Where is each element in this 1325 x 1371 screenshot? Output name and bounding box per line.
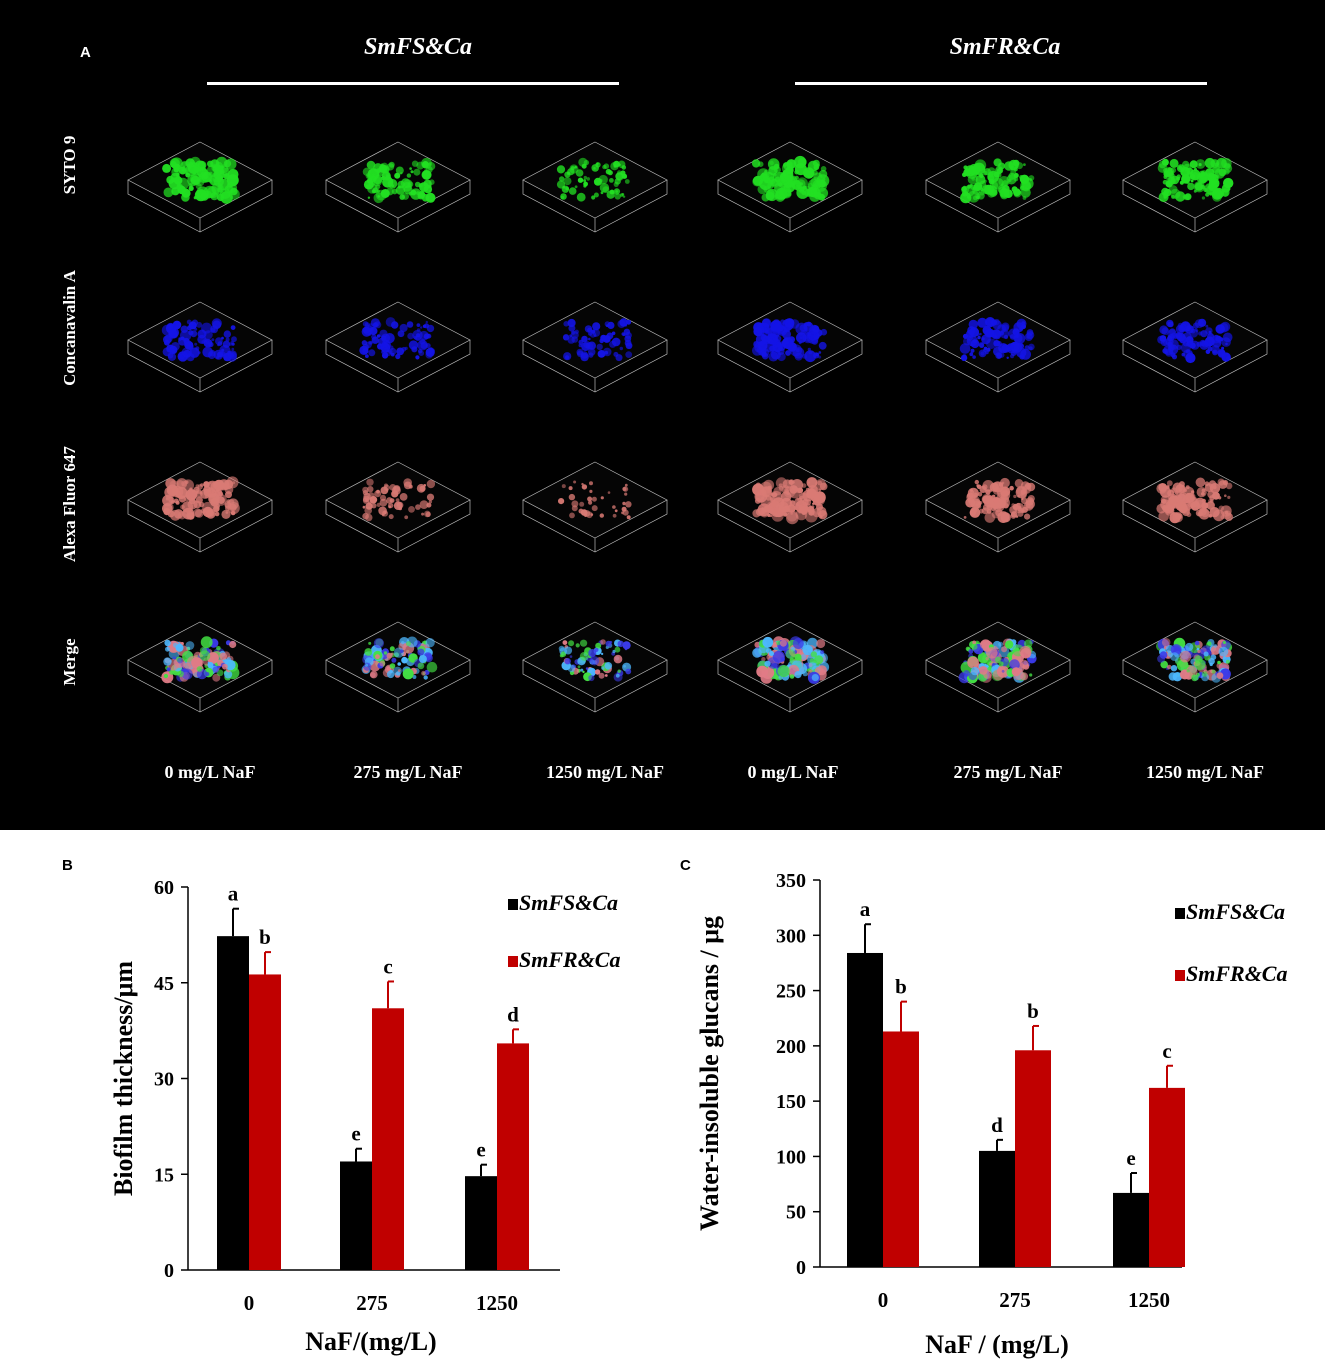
panel-a: A SmFS&Ca SmFR&Ca SYTO 9 Concanavalin A … — [0, 0, 1325, 830]
legend-swatch — [508, 899, 518, 910]
bar-SmFS&Ca-0 — [217, 936, 249, 1270]
y-axis-label: Water-insoluble glucans / μg — [695, 916, 724, 1231]
biofilm-image-1-5 — [1122, 301, 1268, 393]
x-axis-label: NaF / (mg/L) — [925, 1330, 1068, 1359]
col-label-smfr-0: 0 mg/L NaF — [747, 762, 839, 782]
col-label-smfs-0: 0 mg/L NaF — [164, 762, 256, 782]
x-tick-label: 0 — [878, 1288, 889, 1312]
bar-SmFS&Ca-1250 — [1113, 1192, 1149, 1267]
x-tick-label: 0 — [244, 1291, 255, 1315]
bar-SmFR&Ca-1250 — [1149, 1087, 1185, 1267]
significance-label: c — [1162, 1039, 1171, 1063]
y-tick-label: 45 — [154, 973, 174, 995]
col-label-smfs-275: 275 mg/L NaF — [353, 762, 463, 782]
x-axis-label: NaF/(mg/L) — [305, 1327, 436, 1356]
significance-label: e — [476, 1138, 485, 1162]
significance-label: a — [860, 897, 871, 921]
group-title-smfr: SmFR&Ca — [949, 34, 1061, 60]
y-tick-label: 15 — [154, 1164, 174, 1186]
significance-label: d — [991, 1113, 1003, 1137]
biofilm-image-3-0 — [127, 621, 273, 713]
x-tick-label: 275 — [999, 1288, 1031, 1312]
x-tick-label: 1250 — [476, 1291, 518, 1315]
significance-label: a — [228, 882, 239, 906]
x-tick-label: 275 — [356, 1291, 388, 1315]
y-tick-label: 150 — [776, 1091, 806, 1113]
panel-a-letter: A — [80, 44, 91, 61]
significance-label: b — [895, 975, 907, 999]
legend-swatch — [508, 956, 518, 967]
biofilm-image-2-1 — [325, 461, 471, 553]
bar-SmFR&Ca-0 — [249, 974, 281, 1270]
biofilm-image-2-3 — [717, 461, 863, 553]
x-tick-label: 1250 — [1128, 1288, 1170, 1312]
bar-SmFR&Ca-275 — [1015, 1050, 1051, 1267]
legend-label: SmFR&Ca — [1186, 961, 1287, 986]
bar-SmFS&Ca-1250 — [465, 1176, 497, 1270]
col-label-smfs-1250: 1250 mg/L NaF — [545, 762, 664, 782]
biofilm-image-3-2 — [522, 621, 668, 713]
biofilm-image-2-0 — [127, 461, 273, 553]
y-tick-label: 250 — [776, 981, 806, 1003]
legend-label: SmFS&Ca — [1186, 899, 1285, 924]
col-label-smfr-1250: 1250 mg/L NaF — [1145, 762, 1264, 782]
bar-SmFS&Ca-0 — [847, 952, 883, 1267]
y-axis-label: Biofilm thickness/μm — [109, 961, 138, 1196]
y-tick-label: 100 — [776, 1146, 806, 1168]
group-divider-smfs — [207, 82, 619, 85]
group-divider-smfr — [795, 82, 1207, 85]
biofilm-image-2-4 — [925, 461, 1071, 553]
biofilm-image-2-5 — [1122, 461, 1268, 553]
y-tick-label: 60 — [154, 877, 174, 899]
biofilm-image-1-2 — [522, 301, 668, 393]
bar-SmFS&Ca-275 — [979, 1150, 1015, 1267]
y-tick-label: 300 — [776, 925, 806, 947]
biofilm-image-3-3 — [717, 621, 863, 713]
panel-c-letter: C — [680, 857, 691, 874]
group-title-smfs: SmFS&Ca — [363, 34, 473, 60]
y-tick-label: 50 — [786, 1202, 806, 1224]
biofilm-image-0-5 — [1122, 141, 1268, 233]
significance-label: e — [1126, 1146, 1135, 1170]
biofilm-image-1-1 — [325, 301, 471, 393]
legend-swatch — [1175, 970, 1185, 981]
legend-label: SmFR&Ca — [519, 947, 620, 972]
biofilm-image-0-0 — [127, 141, 273, 233]
bar-SmFR&Ca-0 — [883, 1031, 919, 1267]
bar-SmFR&Ca-275 — [372, 1008, 404, 1270]
bar-SmFS&Ca-275 — [340, 1161, 372, 1270]
chart-water-insoluble-glucans: 0 50 100 150 200 250 300 350 Water-insoluble glu… — [695, 870, 1287, 1359]
biofilm-image-1-4 — [925, 301, 1071, 393]
biofilm-image-0-2 — [522, 141, 668, 233]
biofilm-image-1-0 — [127, 301, 273, 393]
significance-label: b — [259, 925, 271, 949]
panel-b-letter: B — [62, 857, 73, 874]
col-label-smfr-275: 275 mg/L NaF — [953, 762, 1063, 782]
y-tick-label: 30 — [154, 1069, 174, 1091]
biofilm-image-0-1 — [325, 141, 471, 233]
significance-label: b — [1027, 999, 1039, 1023]
biofilm-image-3-1 — [325, 621, 471, 713]
biofilm-image-1-3 — [717, 301, 863, 393]
legend-label: SmFS&Ca — [519, 890, 618, 915]
microscopy-grid — [127, 141, 1268, 713]
y-tick-label: 0 — [164, 1260, 174, 1282]
legend-swatch — [1175, 908, 1185, 919]
chart-biofilm-thickness: 0 15 30 45 60 Biofilm thickness/μm ab 0 e c 275 e d 1… — [109, 877, 620, 1356]
biofilm-image-2-2 — [522, 461, 668, 553]
biofilm-image-3-5 — [1122, 621, 1268, 713]
significance-label: c — [383, 954, 392, 978]
biofilm-image-0-4 — [925, 141, 1071, 233]
y-tick-label: 0 — [796, 1257, 806, 1279]
bar-SmFR&Ca-1250 — [497, 1043, 529, 1270]
y-tick-label: 200 — [776, 1036, 806, 1058]
biofilm-image-3-4 — [925, 621, 1071, 713]
significance-label: e — [351, 1122, 360, 1146]
y-tick-label: 350 — [776, 870, 806, 892]
significance-label: d — [507, 1002, 519, 1026]
biofilm-image-0-3 — [717, 141, 863, 233]
